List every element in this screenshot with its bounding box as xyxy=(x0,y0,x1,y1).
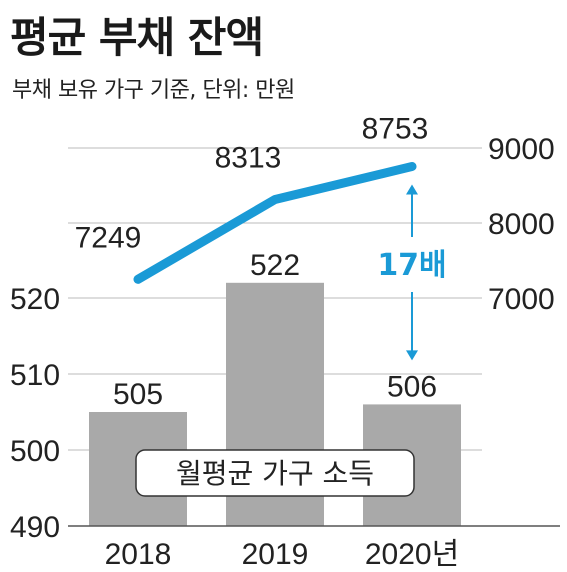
bar-value-label-2: 506 xyxy=(387,370,437,403)
data-labels: 505 522 506 7249 8313 8753 xyxy=(75,113,437,411)
x-tick-label-0: 2018 xyxy=(105,538,172,571)
y-left-tick-490: 490 xyxy=(10,511,60,544)
line-value-label-1: 8313 xyxy=(215,142,282,175)
y-right-tick-8000: 8000 xyxy=(488,208,555,241)
bar-series xyxy=(89,282,461,526)
line-value-label-0: 7249 xyxy=(75,221,142,254)
arrow-up-head xyxy=(406,184,418,195)
y-right-tick-9000: 9000 xyxy=(488,133,555,166)
arrow-down-head xyxy=(406,350,418,361)
line-series xyxy=(133,162,417,284)
x-tick-label-1: 2019 xyxy=(242,538,309,571)
tick-labels: 490 500 510 520 7000 8000 9000 xyxy=(10,133,555,544)
chart-subtitle: 부채 보유 가구 기준, 단위: 만원 xyxy=(12,78,295,103)
x-tick-label-2: 2020년 xyxy=(365,538,459,571)
legend: 월평균 가구 소득 xyxy=(135,449,415,497)
x-axis: 2018 2019 2020년 xyxy=(68,525,560,571)
bar-value-label-0: 505 xyxy=(113,378,163,411)
y-left-tick-500: 500 xyxy=(10,435,60,468)
legend-box xyxy=(135,449,415,497)
y-right-tick-7000: 7000 xyxy=(488,283,555,316)
chart-title: 평균 부채 잔액 xyxy=(10,13,264,62)
y-left-tick-510: 510 xyxy=(10,359,60,392)
line-path xyxy=(133,162,417,284)
line-value-label-2: 8753 xyxy=(362,113,429,146)
legend-label: 월평균 가구 소득 xyxy=(176,457,374,490)
bar-value-label-1: 522 xyxy=(250,249,300,282)
annotation: 17배 xyxy=(377,184,447,361)
annotation-label: 17배 xyxy=(377,248,446,283)
y-left-tick-520: 520 xyxy=(10,283,60,316)
